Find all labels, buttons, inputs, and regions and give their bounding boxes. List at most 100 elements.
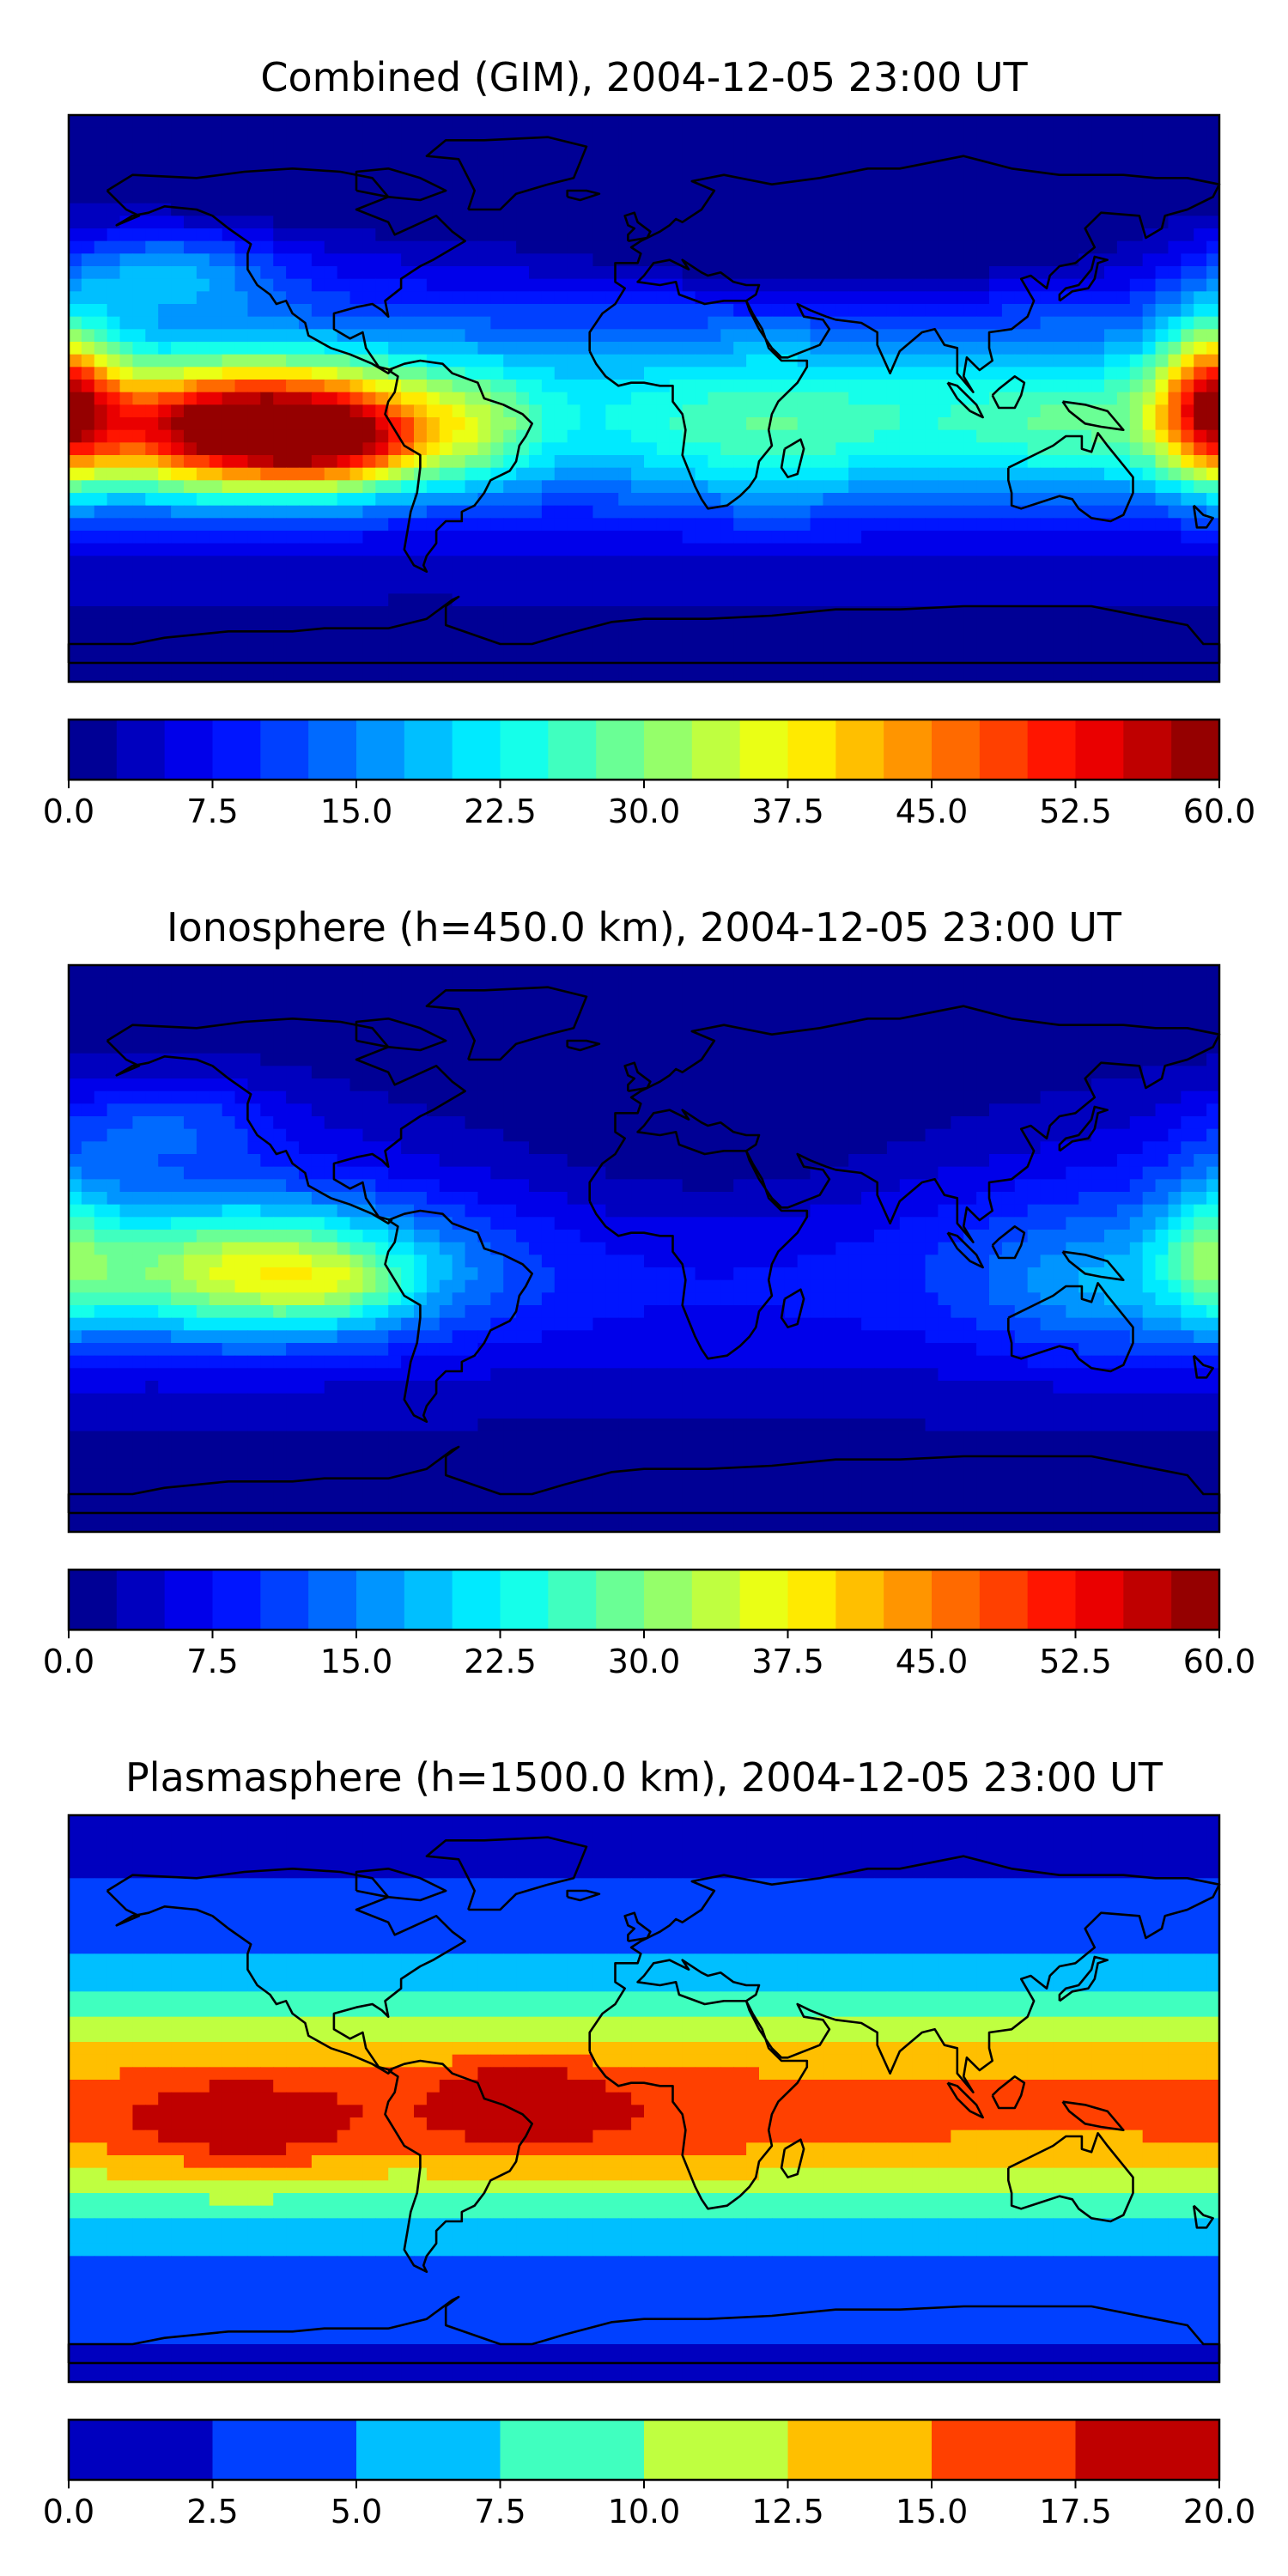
contour-cell bbox=[963, 191, 977, 204]
contour-cell bbox=[554, 165, 568, 179]
contour-cell bbox=[989, 531, 1003, 544]
contour-cell bbox=[145, 493, 159, 507]
colorbar-swatch bbox=[212, 720, 261, 780]
contour-cell bbox=[1142, 216, 1157, 229]
contour-cell bbox=[759, 1053, 773, 1066]
contour-cell bbox=[1142, 329, 1157, 343]
contour-cell bbox=[682, 1053, 696, 1066]
contour-cell bbox=[69, 543, 82, 556]
contour-cell bbox=[209, 580, 223, 594]
contour-cell bbox=[388, 203, 402, 216]
contour-cell bbox=[414, 518, 428, 532]
contour-cell bbox=[145, 228, 159, 242]
contour-cell bbox=[465, 127, 479, 141]
contour-cell bbox=[69, 480, 82, 494]
contour-cell bbox=[1181, 178, 1194, 191]
contour-cell bbox=[452, 606, 466, 620]
contour-cell bbox=[1155, 240, 1170, 254]
contour-cell bbox=[286, 568, 300, 582]
contour-cell bbox=[1053, 404, 1066, 418]
contour-cell bbox=[605, 203, 619, 216]
contour-cell bbox=[1104, 115, 1118, 129]
contour-cell bbox=[1168, 278, 1182, 292]
contour-cell bbox=[708, 1053, 721, 1066]
contour-cell bbox=[989, 316, 1003, 330]
contour-cell bbox=[247, 1053, 261, 1066]
contour-cell bbox=[311, 278, 325, 292]
contour-cell bbox=[145, 140, 159, 154]
contour-cell bbox=[708, 543, 721, 556]
contour-cell bbox=[554, 367, 568, 380]
contour-cell bbox=[708, 669, 721, 683]
contour-cell bbox=[989, 216, 1003, 229]
contour-cell bbox=[1078, 153, 1092, 167]
contour-cell bbox=[951, 165, 964, 179]
contour-cell bbox=[349, 977, 364, 991]
contour-cell bbox=[784, 455, 799, 469]
contour-cell bbox=[171, 1053, 185, 1066]
contour-cell bbox=[861, 531, 875, 544]
contour-cell bbox=[810, 228, 824, 242]
contour-cell bbox=[324, 153, 338, 167]
contour-cell bbox=[477, 429, 491, 443]
contour-cell bbox=[516, 404, 530, 418]
contour-cell bbox=[925, 1028, 939, 1042]
contour-cell bbox=[388, 977, 402, 991]
contour-cell bbox=[375, 568, 389, 582]
contour-cell bbox=[1014, 228, 1029, 242]
contour-cell bbox=[119, 1003, 134, 1017]
contour-cell bbox=[554, 240, 568, 254]
contour-cell bbox=[260, 178, 274, 191]
contour-cell bbox=[69, 240, 82, 254]
contour-cell bbox=[477, 531, 491, 544]
contour-cell bbox=[1014, 1053, 1029, 1066]
contour-cell bbox=[196, 669, 210, 683]
contour-cell bbox=[797, 493, 811, 507]
contour-cell bbox=[439, 1053, 453, 1066]
contour-cell bbox=[771, 580, 786, 594]
contour-cell bbox=[874, 316, 888, 330]
contour-cell bbox=[1181, 228, 1194, 242]
contour-cell bbox=[695, 1078, 709, 1092]
contour-cell bbox=[439, 505, 453, 519]
contour-cell bbox=[119, 606, 134, 620]
contour-cell bbox=[1001, 442, 1016, 456]
contour-cell bbox=[1014, 1003, 1029, 1017]
contour-cell bbox=[695, 404, 709, 418]
colorbar-combined: 0.0 7.5 15.0 22.5 30.0 37.5 45.0 52.5 60… bbox=[43, 718, 1255, 830]
contour-cell bbox=[899, 1041, 914, 1054]
contour-cell bbox=[1194, 240, 1207, 254]
contour-cell bbox=[324, 1066, 338, 1079]
contour-cell bbox=[439, 580, 453, 594]
contour-cell bbox=[1155, 115, 1170, 129]
contour-cell bbox=[835, 240, 849, 254]
contour-cell bbox=[516, 505, 530, 519]
contour-cell bbox=[106, 467, 121, 481]
contour-cell bbox=[720, 240, 734, 254]
contour-cell bbox=[426, 556, 440, 569]
contour-cell bbox=[299, 568, 313, 582]
contour-cell bbox=[1194, 417, 1207, 431]
contour-cell bbox=[1181, 115, 1194, 129]
contour-cell bbox=[401, 531, 415, 544]
contour-cell bbox=[605, 1041, 619, 1054]
contour-cell bbox=[362, 593, 376, 607]
contour-cell bbox=[656, 153, 671, 167]
contour-cell bbox=[618, 278, 632, 292]
contour-cell bbox=[145, 644, 159, 658]
contour-cell bbox=[324, 1028, 338, 1042]
contour-cell bbox=[311, 404, 325, 418]
contour-cell bbox=[234, 367, 249, 380]
contour-cell bbox=[1014, 990, 1029, 1004]
contour-cell bbox=[1014, 1041, 1029, 1054]
contour-cell bbox=[784, 1015, 799, 1029]
contour-cell bbox=[618, 429, 632, 443]
contour-cell bbox=[414, 367, 428, 380]
contour-cell bbox=[580, 580, 594, 594]
contour-cell bbox=[388, 127, 402, 141]
contour-cell bbox=[912, 316, 927, 330]
contour-cell bbox=[145, 531, 159, 544]
contour-cell bbox=[106, 505, 121, 519]
contour-cell bbox=[158, 342, 172, 355]
contour-cell bbox=[1116, 1028, 1131, 1042]
